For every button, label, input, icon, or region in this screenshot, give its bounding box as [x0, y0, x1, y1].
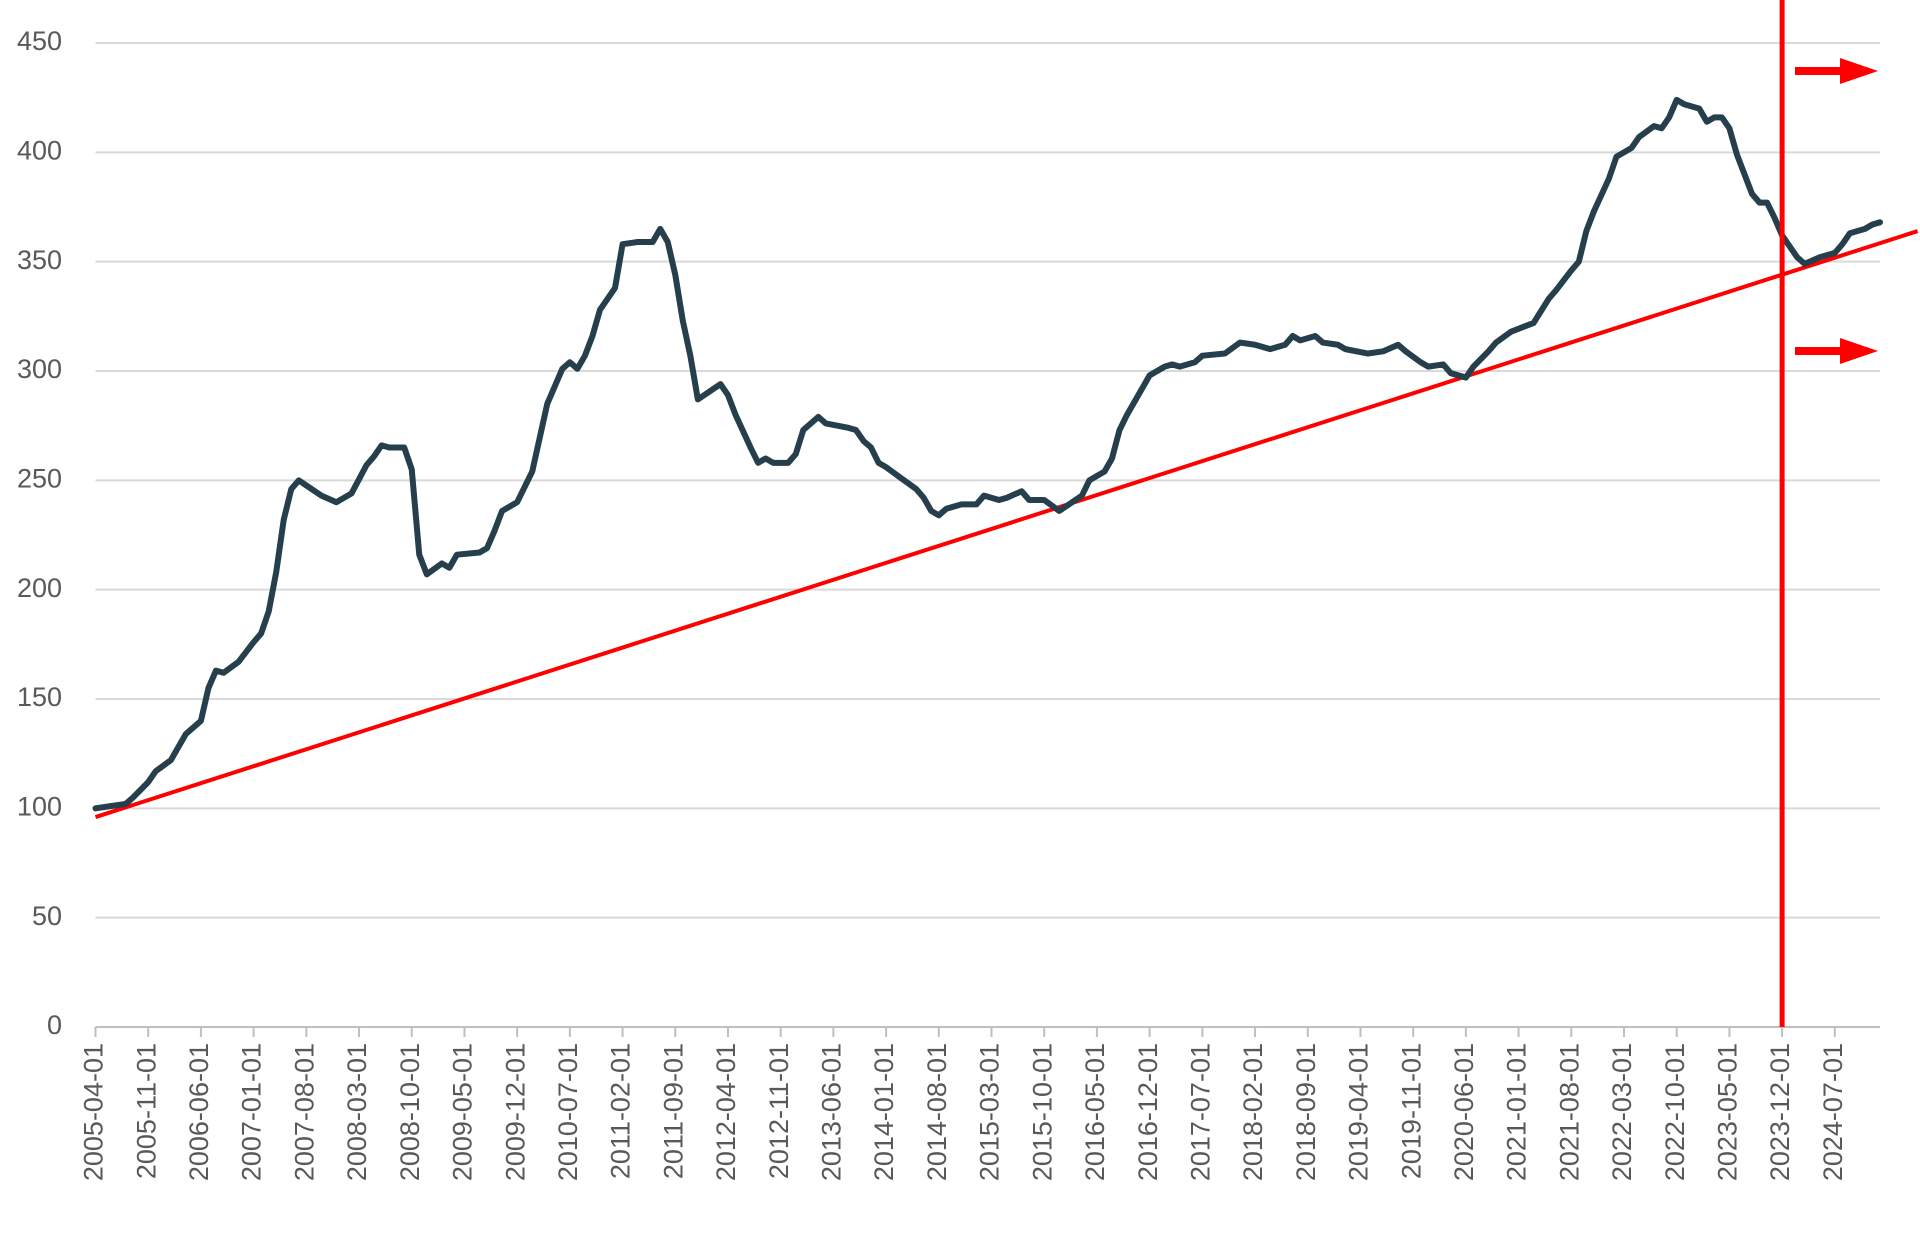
y-tick-label: 250: [17, 463, 62, 493]
y-tick-label: 100: [17, 791, 62, 821]
x-tick-label: 2017-07-01: [1185, 1043, 1215, 1181]
x-tick-label: 2023-12-01: [1765, 1043, 1795, 1181]
data-line: [92, 96, 1883, 812]
x-tick-label: 2016-05-01: [1080, 1043, 1110, 1181]
x-tick-label: 2012-11-01: [764, 1043, 794, 1179]
y-tick-label: 450: [17, 26, 62, 56]
trend-line: [94, 229, 1919, 819]
x-tick-label: 2013-06-01: [817, 1043, 847, 1181]
x-tick-label: 2006-06-01: [184, 1043, 214, 1181]
y-tick-label: 50: [32, 901, 62, 931]
x-tick-label: 2019-11-01: [1396, 1043, 1426, 1179]
y-tick-label: 350: [17, 245, 62, 275]
x-tick-label: 2009-12-01: [500, 1043, 530, 1181]
x-tick-label: 2019-04-01: [1344, 1043, 1374, 1181]
x-tick-label: 2009-05-01: [448, 1043, 478, 1181]
x-tick-label: 2018-02-01: [1238, 1043, 1268, 1181]
x-tick-label: 2007-08-01: [289, 1043, 319, 1181]
x-tick-label: 2011-02-01: [606, 1043, 636, 1179]
x-tick-label: 2008-03-01: [342, 1043, 372, 1181]
x-tick-label: 2023-05-01: [1713, 1043, 1743, 1181]
x-tick-label: 2015-10-01: [1027, 1043, 1057, 1181]
x-tick-label: 2022-03-01: [1607, 1043, 1637, 1181]
y-tick-label: 150: [17, 682, 62, 712]
x-tick-label: 2010-07-01: [553, 1043, 583, 1181]
x-tick-label: 2021-08-01: [1554, 1043, 1584, 1181]
x-tick-label: 2007-01-01: [237, 1043, 267, 1181]
x-tick-label: 2012-04-01: [711, 1043, 741, 1181]
x-tick-label: 2024-07-01: [1818, 1043, 1848, 1181]
y-tick-label: 300: [17, 354, 62, 384]
x-tick-label: 2014-01-01: [869, 1043, 899, 1181]
x-tick-label: 2015-03-01: [975, 1043, 1005, 1181]
x-tick-label: 2005-11-01: [131, 1043, 161, 1179]
x-tick-label: 2018-09-01: [1291, 1043, 1321, 1181]
y-tick-label: 200: [17, 573, 62, 603]
x-tick-label: 2014-08-01: [922, 1043, 952, 1181]
x-tick-label: 2016-12-01: [1133, 1043, 1163, 1181]
x-tick-label: 2011-09-01: [658, 1043, 688, 1179]
x-tick-label: 2005-04-01: [79, 1043, 109, 1181]
arrows: [1795, 58, 1878, 364]
y-tick-label: 400: [17, 135, 62, 165]
arrow-head: [1840, 338, 1878, 364]
x-tick-label: 2022-10-01: [1660, 1043, 1690, 1181]
x-tick-label: 2008-10-01: [395, 1043, 425, 1181]
x-tick-label: 2020-06-01: [1449, 1043, 1479, 1181]
x-tick-label: 2021-01-01: [1502, 1043, 1532, 1181]
arrow-head: [1840, 58, 1878, 84]
y-tick-label: 0: [47, 1010, 62, 1040]
